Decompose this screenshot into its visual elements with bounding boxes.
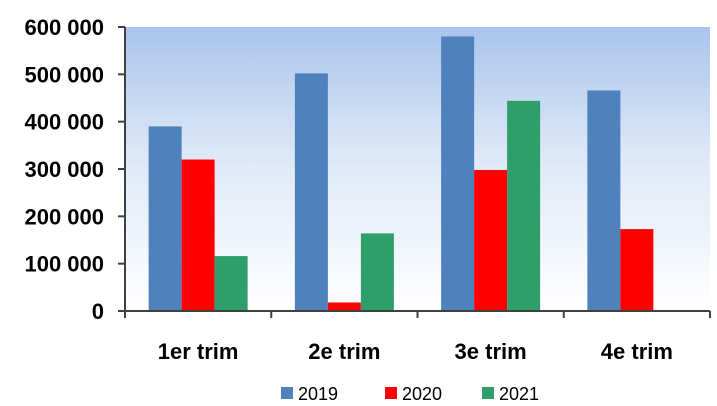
y-tick-label: 300 000 [24, 157, 104, 182]
legend: 2019 2020 2021 [281, 384, 539, 404]
bar-2021-2 [360, 233, 394, 311]
legend-label-2020: 2020 [402, 384, 442, 404]
bars-group [148, 36, 654, 312]
bar-2019-4 [587, 90, 621, 311]
legend-swatch-2019 [281, 387, 293, 399]
legend-swatch-2021 [482, 387, 494, 399]
y-tick-label: 400 000 [24, 110, 104, 135]
x-category-label: 2e trim [308, 339, 380, 364]
legend-swatch-2020 [385, 387, 397, 399]
y-tick-label: 500 000 [24, 62, 104, 87]
legend-label-2019: 2019 [298, 384, 338, 404]
x-category-label: 1er trim [158, 339, 239, 364]
y-tick-label: 600 000 [24, 15, 104, 40]
bar-2021-3 [507, 100, 541, 311]
axes-group [118, 26, 711, 318]
bar-2020-4 [620, 229, 654, 311]
bar-2019-1 [148, 126, 182, 312]
bar-2021-1 [214, 256, 248, 311]
bar-2019-3 [441, 36, 475, 311]
bar-2020-2 [327, 302, 361, 311]
x-category-label: 3e trim [455, 339, 527, 364]
y-tick-labels: 0 100 000 200 000 300 000 400 000 500 000 600 … [24, 15, 104, 324]
bar-2020-1 [181, 159, 215, 311]
x-tick-labels: 1er trim 2e trim 3e trim 4e trim [158, 339, 673, 364]
x-category-label: 4e trim [601, 339, 673, 364]
y-tick-label: 200 000 [24, 204, 104, 229]
legend-label-2021: 2021 [499, 384, 539, 404]
y-tick-label: 0 [92, 299, 104, 324]
bar-2020-3 [474, 169, 508, 311]
bar-2019-2 [294, 73, 328, 312]
y-tick-label: 100 000 [24, 252, 104, 277]
